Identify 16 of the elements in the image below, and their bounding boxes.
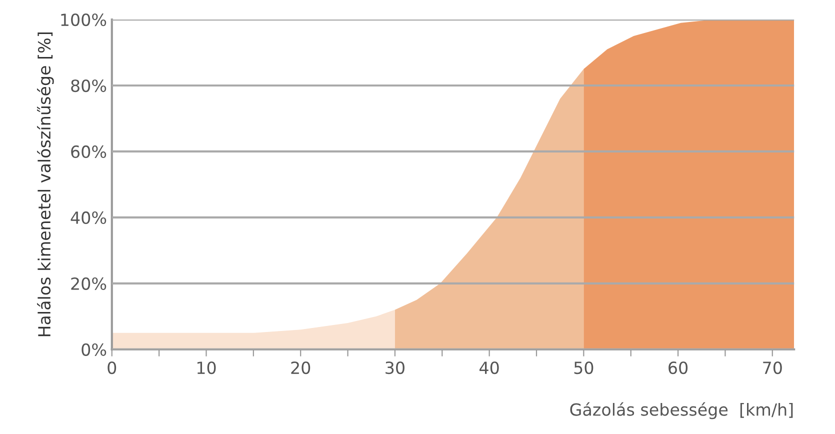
y-tick-label: 20% bbox=[71, 277, 106, 290]
x-tick-label: 60 bbox=[668, 361, 688, 374]
x-axis-title: Gázolás sebessége [km/h] bbox=[570, 402, 793, 420]
y-tick-label: 0% bbox=[82, 343, 106, 356]
x-tick-label: 70 bbox=[763, 361, 782, 374]
x-tick-label: 20 bbox=[291, 361, 310, 374]
y-tick-label: 40% bbox=[70, 211, 106, 224]
x-tick-label: 30 bbox=[386, 361, 404, 374]
x-tick-label: 50 bbox=[574, 361, 594, 374]
x-tick-label: 40 bbox=[480, 361, 499, 374]
y-tick-label: 100% bbox=[61, 13, 106, 26]
x-tick-label: 10 bbox=[197, 361, 216, 374]
y-tick-label: 80% bbox=[71, 79, 106, 92]
y-tick-label: 60% bbox=[71, 145, 106, 158]
x-tick-label: 0 bbox=[108, 361, 116, 374]
y-axis-title: Halálos kimenetel valószínűsége [%] bbox=[37, 32, 54, 336]
